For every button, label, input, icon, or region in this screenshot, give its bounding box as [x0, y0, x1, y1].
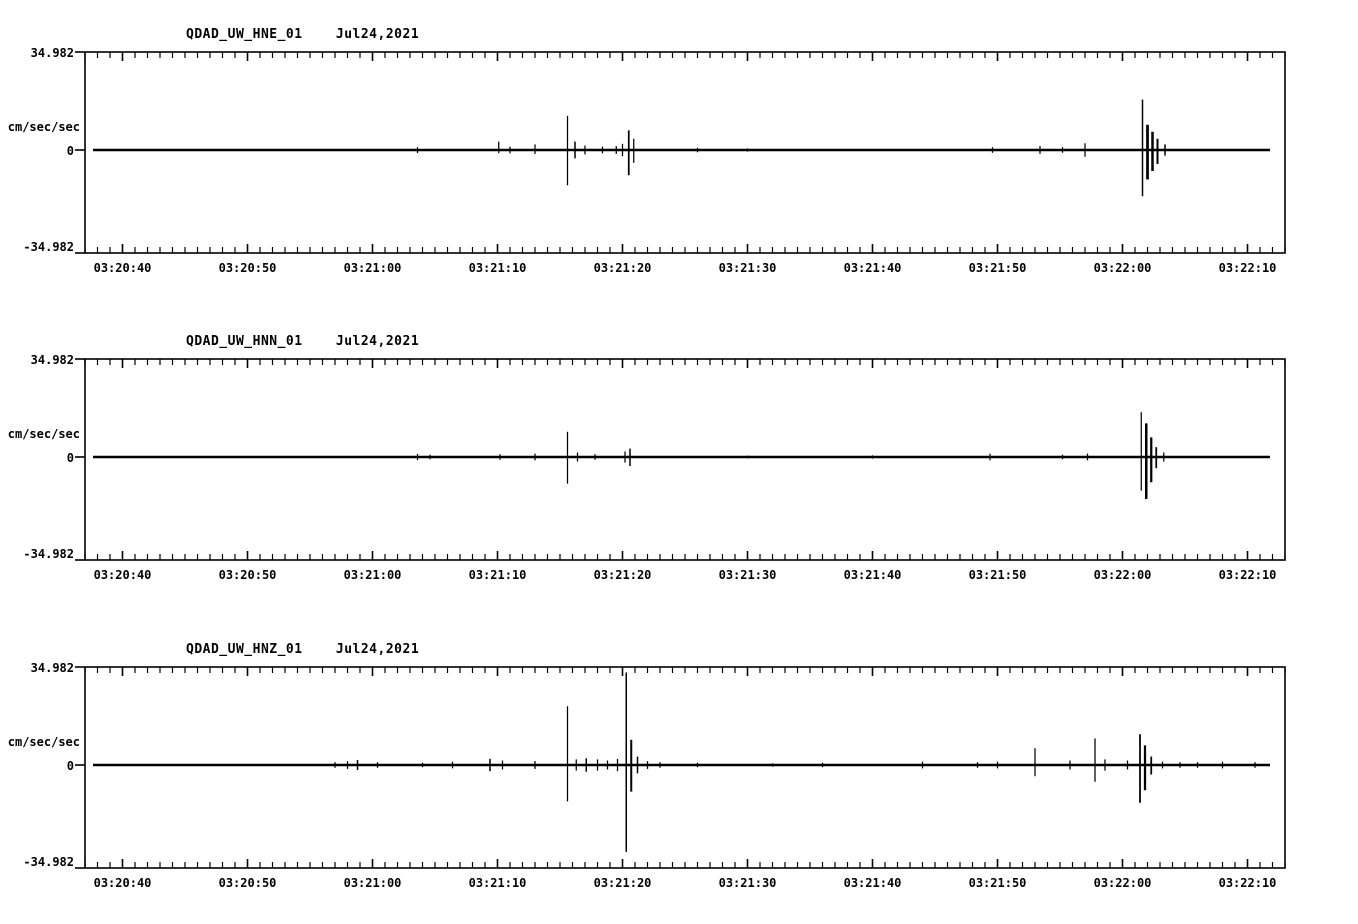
- x-axis-tick-label: 03:21:30: [718, 261, 777, 275]
- x-axis-tick-label: 03:21:00: [343, 568, 402, 582]
- x-axis-tick-label: 03:21:10: [468, 568, 527, 582]
- x-axis-tick-label: 03:22:00: [1093, 876, 1152, 890]
- x-axis-tick-label: 03:22:10: [1218, 876, 1277, 890]
- x-axis-tick-label: 03:20:50: [218, 568, 277, 582]
- y-axis-max-label-hnz: 34.982: [30, 661, 74, 675]
- waveform-panel-hnz: QDAD_UW_HNZ_01 Jul24,2021 34.982 cm/sec/…: [0, 615, 1358, 924]
- y-axis-unit-label-hne: cm/sec/sec: [7, 120, 80, 134]
- x-axis-tick-label: 03:20:50: [218, 261, 277, 275]
- y-axis-min-label-hnn: -34.982: [23, 547, 74, 561]
- x-axis-tick-label: 03:21:40: [843, 568, 902, 582]
- y-axis-unit-label-hnn: cm/sec/sec: [7, 427, 80, 441]
- panel-title-hnn: QDAD_UW_HNN_01 Jul24,2021: [186, 334, 420, 349]
- x-axis-tick-label: 03:21:30: [718, 876, 777, 890]
- waveform-plot-hne: [75, 51, 1286, 254]
- waveform-plot-hnz: [75, 666, 1286, 869]
- y-axis-max-label-hne: 34.982: [30, 46, 74, 60]
- y-axis-zero-label-hne: 0: [66, 144, 74, 158]
- waveform-panel-hne: QDAD_UW_HNE_01 Jul24,2021 34.982 cm/sec/…: [0, 0, 1358, 300]
- x-axis-tick-label: 03:22:10: [1218, 261, 1277, 275]
- x-axis-tick-label: 03:21:40: [843, 261, 902, 275]
- x-axis-tick-label: 03:22:00: [1093, 568, 1152, 582]
- x-axis-tick-label: 03:22:10: [1218, 568, 1277, 582]
- x-axis-tick-label: 03:21:20: [593, 261, 652, 275]
- x-axis-tick-label: 03:21:50: [968, 568, 1027, 582]
- x-axis-tick-label: 03:20:40: [93, 568, 152, 582]
- x-axis-tick-label: 03:21:00: [343, 261, 402, 275]
- waveform-plot-hnn: [75, 358, 1286, 561]
- x-axis-tick-label: 03:21:20: [593, 876, 652, 890]
- y-axis-unit-label-hnz: cm/sec/sec: [7, 735, 80, 749]
- y-axis-zero-label-hnn: 0: [66, 451, 74, 465]
- x-axis-tick-label: 03:21:10: [468, 876, 527, 890]
- x-axis-tick-label: 03:21:50: [968, 261, 1027, 275]
- y-axis-zero-label-hnz: 0: [66, 759, 74, 773]
- y-axis-min-label-hne: -34.982: [23, 240, 74, 254]
- x-axis-tick-label: 03:20:40: [93, 876, 152, 890]
- x-axis-tick-label: 03:20:50: [218, 876, 277, 890]
- panel-title-hnz: QDAD_UW_HNZ_01 Jul24,2021: [186, 642, 420, 657]
- y-axis-min-label-hnz: -34.982: [23, 855, 74, 869]
- x-axis-tick-label: 03:21:30: [718, 568, 777, 582]
- x-axis-tick-label: 03:22:00: [1093, 261, 1152, 275]
- x-axis-tick-label: 03:21:10: [468, 261, 527, 275]
- x-axis-tick-label: 03:21:40: [843, 876, 902, 890]
- x-axis-tick-label: 03:20:40: [93, 261, 152, 275]
- y-axis-max-label-hnn: 34.982: [30, 353, 74, 367]
- x-axis-tick-label: 03:21:50: [968, 876, 1027, 890]
- panel-title-hne: QDAD_UW_HNE_01 Jul24,2021: [186, 27, 420, 42]
- x-axis-tick-label: 03:21:00: [343, 876, 402, 890]
- x-axis-tick-label: 03:21:20: [593, 568, 652, 582]
- waveform-panel-hnn: QDAD_UW_HNN_01 Jul24,2021 34.982 cm/sec/…: [0, 307, 1358, 607]
